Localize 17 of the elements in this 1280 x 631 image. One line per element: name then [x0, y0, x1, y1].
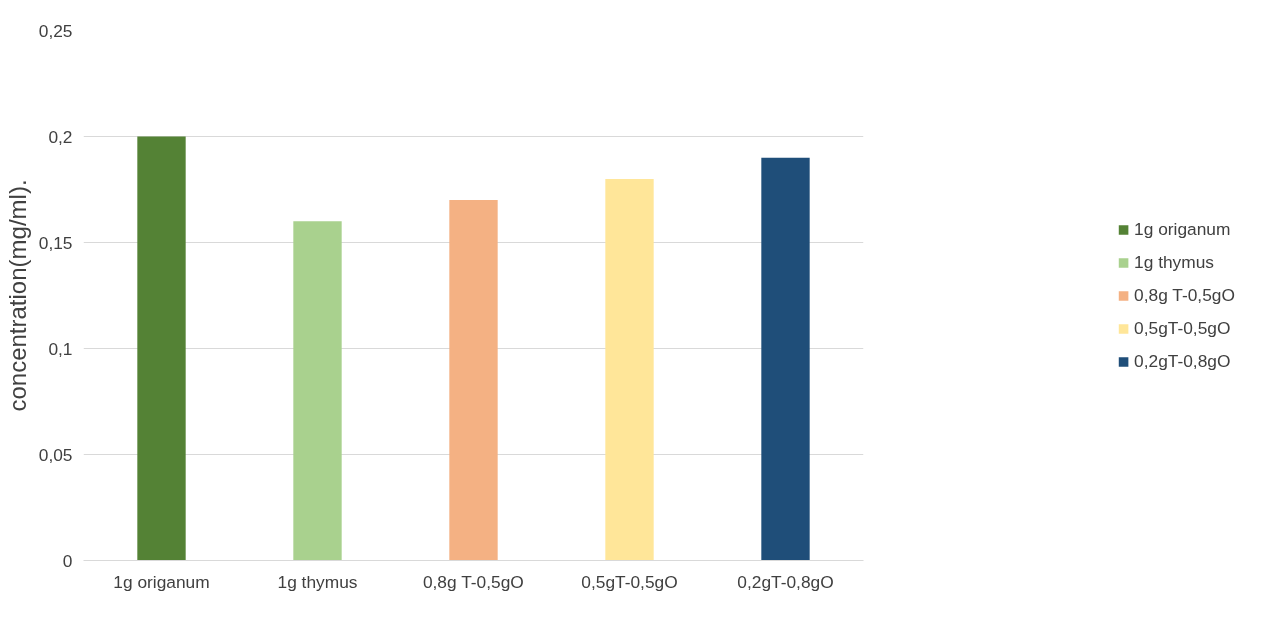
legend-label: 0,5gT-0,5gO	[1134, 317, 1231, 339]
y-axis-title: concentration(mg/ml).	[3, 179, 31, 412]
y-tick-label: 0,15	[38, 232, 73, 253]
y-tick-label: 0,2	[48, 126, 73, 147]
legend-label: 0,2gT-0,8gO	[1134, 350, 1231, 372]
x-tick-label: 0,8g T-0,5gO	[422, 571, 524, 592]
legend-label: 1g thymus	[1134, 251, 1215, 273]
y-tick-label: 0,25	[38, 20, 73, 41]
legend-label: 0,8g T-0,5gO	[1134, 284, 1235, 306]
x-tick-label: 1g thymus	[277, 571, 358, 592]
x-tick-label: 0,5gT-0,5gO	[581, 571, 678, 592]
y-tick-label: 0,1	[48, 338, 73, 359]
y-tick-label: 0	[62, 550, 73, 571]
legend-label: 1g origanum	[1134, 218, 1231, 240]
x-tick-label: 1g origanum	[113, 571, 210, 592]
y-tick-label: 0,05	[38, 444, 73, 465]
x-tick-label: 0,2gT-0,8gO	[737, 571, 834, 592]
